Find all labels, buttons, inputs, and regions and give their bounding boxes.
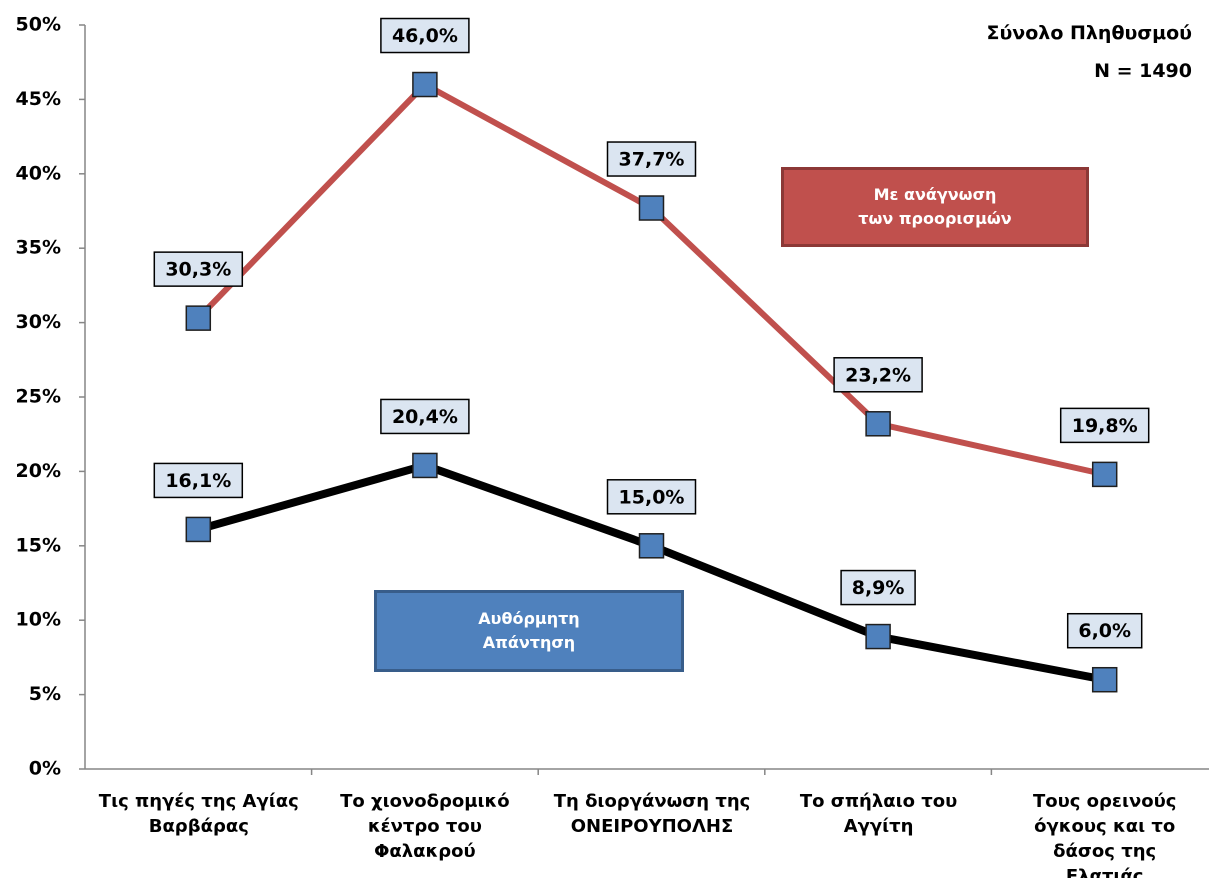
y-tick-label: 0% <box>29 758 61 780</box>
marker <box>412 71 438 98</box>
data-label-box <box>153 251 244 287</box>
data-label: 30,3% <box>165 259 231 281</box>
marker <box>185 305 212 331</box>
data-label: 6,0% <box>1078 620 1131 642</box>
legend-entry: Με ανάγνωση των προορισμών <box>781 167 1089 247</box>
data-label-box <box>380 398 470 435</box>
data-label-box <box>153 462 244 499</box>
data-label-box <box>840 569 916 606</box>
data-label-box <box>606 141 697 177</box>
data-label: 23,2% <box>845 364 911 386</box>
x-tick-label: Το χιονοδρομικό κέντρο του Φαλακρού <box>340 791 510 862</box>
legend-entry: Αυθόρμητη Απάντηση <box>374 590 684 672</box>
data-label: 16,1% <box>165 470 231 492</box>
marker <box>865 623 891 650</box>
annotation: N = 1490 <box>1094 60 1192 82</box>
marker <box>412 452 438 479</box>
marker <box>1091 461 1118 488</box>
annotation: Σύνολο Πληθυσμού <box>986 22 1193 44</box>
y-tick-label: 30% <box>16 311 61 333</box>
y-tick-label: 10% <box>16 609 61 631</box>
data-label-box <box>1066 612 1143 649</box>
marker <box>865 411 891 437</box>
data-label-box <box>833 357 923 393</box>
data-label-box <box>606 479 697 515</box>
x-tick-label: Τους ορεινούς όγκους και το δάσος της Ελ… <box>1032 791 1177 878</box>
data-label-box <box>380 17 470 54</box>
data-label-box <box>1059 407 1150 444</box>
data-label: 8,9% <box>852 577 905 599</box>
y-tick-label: 20% <box>16 460 61 482</box>
marker <box>638 533 665 559</box>
data-label: 20,4% <box>392 406 458 428</box>
data-label: 46,0% <box>392 25 458 47</box>
y-tick-label: 45% <box>16 88 61 110</box>
data-label: 37,7% <box>619 149 685 171</box>
marker <box>185 516 212 543</box>
y-tick-label: 25% <box>16 386 61 408</box>
x-tick-label: Τη διοργάνωση της ΟΝΕΙΡΟΥΠΟΛΗΣ <box>553 791 751 837</box>
y-tick-label: 5% <box>29 683 61 705</box>
x-tick-label: Τις πηγές της Αγίας Βαρβάρας <box>98 791 299 837</box>
marker <box>638 195 665 221</box>
y-tick-label: 15% <box>16 534 61 556</box>
y-tick-label: 35% <box>16 237 61 259</box>
y-tick-label: 40% <box>16 162 61 184</box>
y-tick-label: 50% <box>16 14 61 36</box>
marker <box>1091 666 1118 693</box>
data-label: 19,8% <box>1072 415 1138 437</box>
data-label: 15,0% <box>619 486 685 508</box>
x-tick-label: Το σπήλαιο του Αγγίτη <box>799 791 958 837</box>
